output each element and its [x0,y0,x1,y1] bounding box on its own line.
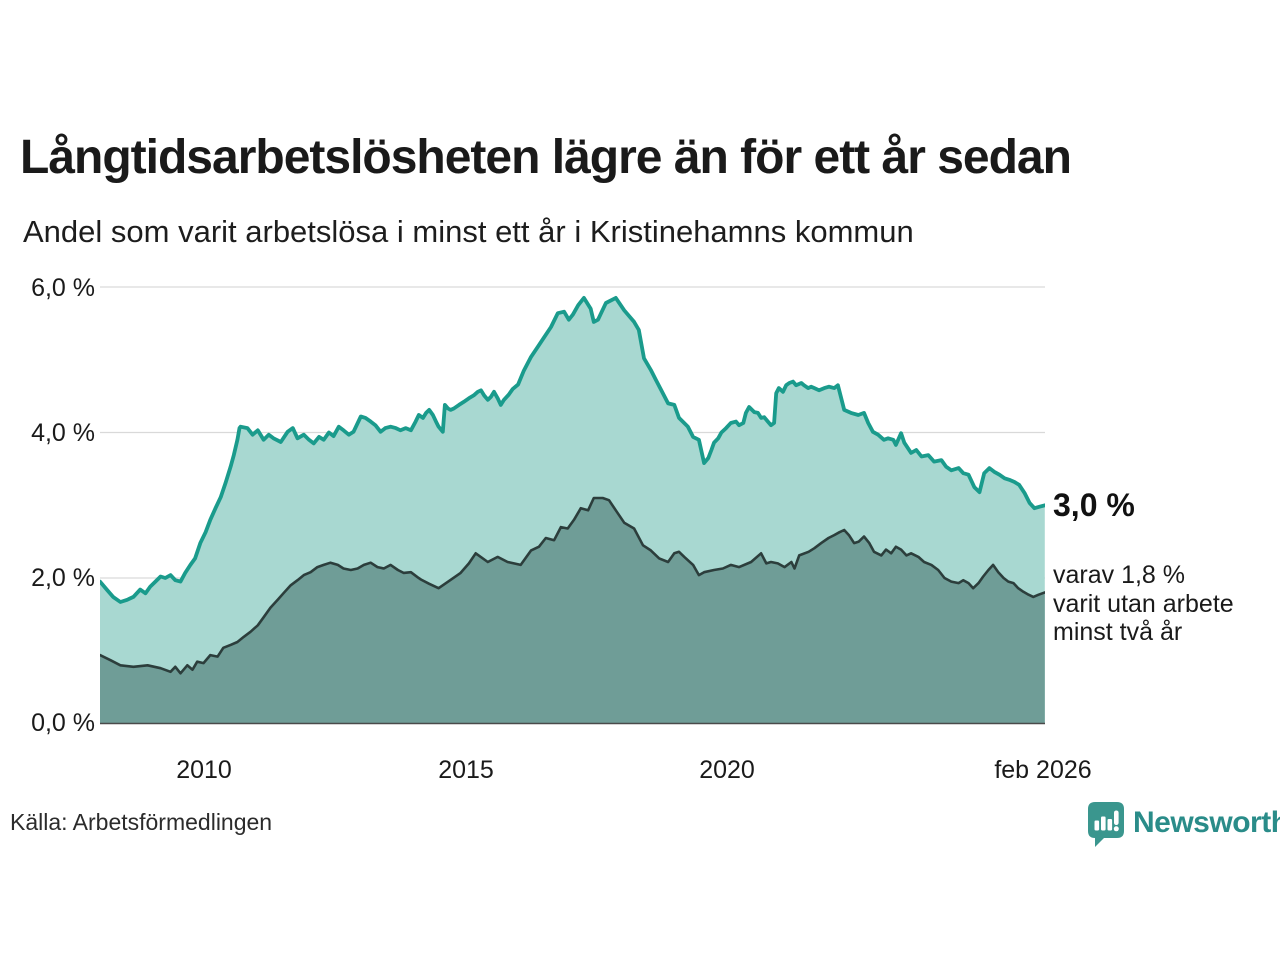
latest-subset-line-2: varit utan arbete [1053,589,1234,618]
source-credit: Källa: Arbetsförmedlingen [10,809,273,835]
newsworthy-logo: Newsworthy [1087,801,1280,853]
y-tick-label-4: 4,0 % [31,419,95,447]
newsworthy-pin-icon [1087,801,1125,853]
newsworthy-wordmark: Newsworthy [1133,806,1280,839]
y-tick-label-0: 0,0 % [31,709,95,737]
latest-subset-line-3: minst två år [1053,618,1183,646]
page-title: Långtidsarbetslösheten lägre än för ett … [20,131,1072,184]
latest-subset-line-1: varav 1,8 % [1053,561,1186,589]
x-tick-label-2010: 2010 [176,756,232,784]
x-tick-label-2020: 2020 [699,756,755,784]
latest-value-label: 3,0 % [1053,487,1135,523]
page-subtitle: Andel som varit arbetslösa i minst ett å… [23,214,914,249]
x-tick-label-feb-2026: feb 2026 [994,756,1092,784]
latest-subset-label: varav 1,8 % varit utan arbete minst två … [1053,561,1234,647]
y-tick-label-2: 2,0 % [31,564,95,592]
x-tick-label-2015: 2015 [438,756,494,784]
y-tick-label-6: 6,0 % [31,274,95,302]
unemployment-area-chart [100,286,1045,725]
